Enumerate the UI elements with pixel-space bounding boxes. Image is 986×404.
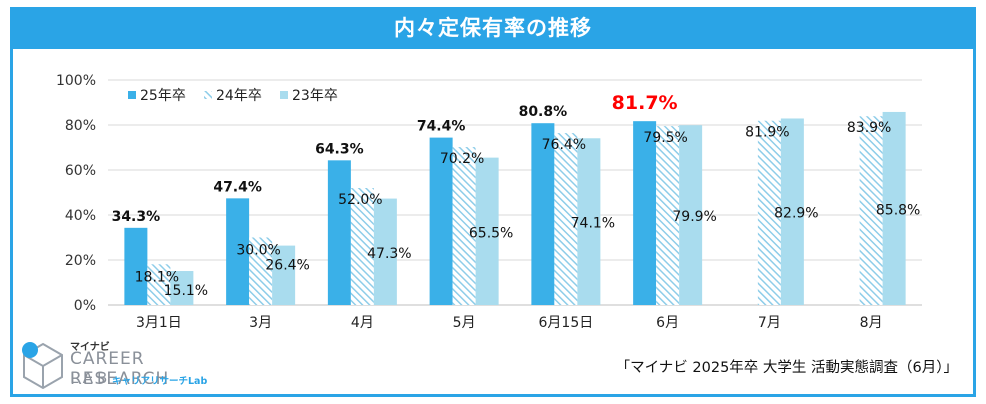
bar-24年卒 (859, 116, 883, 305)
bar-24年卒 (554, 133, 578, 305)
bar-24年卒 (147, 264, 171, 305)
data-label-25: 81.7% (612, 92, 678, 114)
y-tick-label: 100% (56, 73, 96, 89)
data-label-24: 52.0% (338, 192, 382, 208)
data-label-25: 34.3% (112, 209, 161, 225)
data-label-23: 65.5% (469, 225, 513, 241)
y-tick-label: 80% (65, 118, 96, 134)
data-label-23: 47.3% (367, 246, 411, 262)
data-label-24: 30.0% (236, 243, 280, 259)
x-tick-label: 4月 (351, 315, 374, 331)
bar-23年卒 (373, 198, 397, 305)
data-label-24: 76.4% (542, 137, 586, 153)
logo-brand-main: CAREER RESEARCH (70, 349, 170, 389)
bar-24年卒 (452, 147, 476, 305)
data-label-23: 79.9% (672, 209, 716, 225)
legend-label: 25年卒 (140, 88, 186, 104)
y-tick-label: 60% (65, 163, 96, 179)
bar-25年卒 (226, 198, 250, 305)
data-label-25: 64.3% (315, 141, 364, 157)
bar-25年卒 (633, 121, 657, 305)
data-label-24: 18.1% (135, 269, 179, 285)
x-tick-label: 7月 (758, 315, 781, 331)
legend-swatch (204, 91, 212, 99)
bar-23年卒 (780, 118, 804, 305)
data-label-25: 80.8% (519, 104, 568, 120)
x-tick-label: 6月 (656, 315, 679, 331)
bar-23年卒 (475, 157, 499, 305)
data-label-23: 82.9% (774, 206, 818, 222)
legend-swatch (128, 91, 136, 99)
x-tick-label: 3月1日 (136, 315, 182, 331)
y-tick-label: 40% (65, 208, 96, 224)
x-tick-label: 3月 (249, 315, 272, 331)
chart-title: 内々定保有率の推移 (10, 7, 976, 49)
bar-24年卒 (656, 126, 680, 305)
legend-swatch (280, 91, 288, 99)
x-tick-label: 5月 (453, 315, 476, 331)
bar-24年卒 (757, 120, 781, 305)
y-tick-label: 20% (65, 253, 96, 269)
bar-25年卒 (327, 160, 351, 305)
x-tick-label: 6月15日 (539, 315, 594, 331)
bar-24年卒 (350, 188, 374, 305)
career-research-lab-logo: マイナビ CAREER RESEARCH LAB キャリアリサーチLab (18, 336, 248, 392)
data-label-25: 47.4% (213, 179, 262, 195)
bar-24年卒 (249, 237, 273, 305)
data-label-24: 83.9% (847, 120, 891, 136)
legend-label: 23年卒 (292, 88, 338, 104)
data-label-24: 81.9% (745, 125, 789, 141)
bar-25年卒 (124, 227, 148, 305)
logo-brand-sub: キャリアリサーチLab (112, 376, 208, 387)
bar-23年卒 (577, 138, 601, 305)
data-label-24: 70.2% (440, 151, 484, 167)
y-tick-label: 0% (74, 298, 96, 314)
bar-23年卒 (679, 125, 703, 305)
source-note: 「マイナビ 2025年卒 大学生 活動実態調査（6月）」 (615, 360, 958, 376)
bar-23年卒 (882, 111, 906, 305)
bar-25年卒 (429, 137, 453, 305)
data-label-25: 74.4% (417, 119, 466, 135)
data-label-24: 79.5% (643, 130, 687, 146)
cube-logo-icon (22, 342, 63, 390)
x-tick-label: 8月 (860, 315, 883, 331)
data-label-23: 85.8% (876, 202, 920, 218)
bar-25年卒 (531, 123, 555, 305)
legend-label: 24年卒 (216, 88, 262, 104)
logo-brand-top: マイナビ (70, 342, 110, 353)
data-label-23: 74.1% (571, 216, 615, 232)
bar-23年卒 (272, 245, 296, 305)
bar-23年卒 (170, 271, 194, 305)
data-label-23: 15.1% (164, 283, 208, 299)
data-label-23: 26.4% (265, 258, 309, 274)
logo-brand-lab: LAB (70, 369, 112, 387)
